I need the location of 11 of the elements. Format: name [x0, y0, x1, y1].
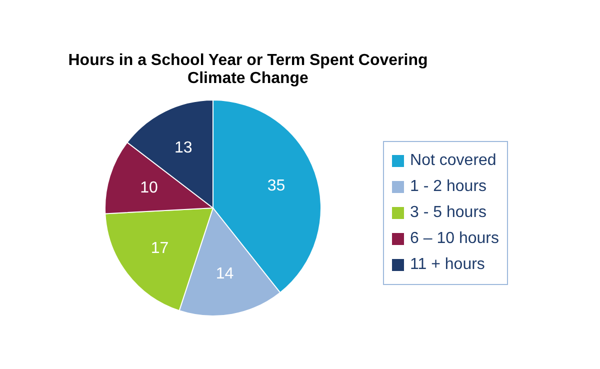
data-label: 13 [174, 139, 192, 156]
data-label: 10 [140, 180, 158, 197]
legend-label: 6 – 10 hours [410, 229, 499, 249]
legend-label: 11 + hours [410, 255, 485, 275]
legend-label: 1 - 2 hours [410, 177, 487, 197]
chart-title: Hours in a School Year or Term Spent Covering Climate Change [67, 52, 429, 88]
data-label: 35 [267, 177, 286, 194]
data-label: 14 [216, 265, 234, 282]
data-label: 17 [150, 240, 169, 258]
legend-label: 3 - 5 hours [410, 203, 487, 223]
legend-label: Not covered [410, 151, 496, 171]
